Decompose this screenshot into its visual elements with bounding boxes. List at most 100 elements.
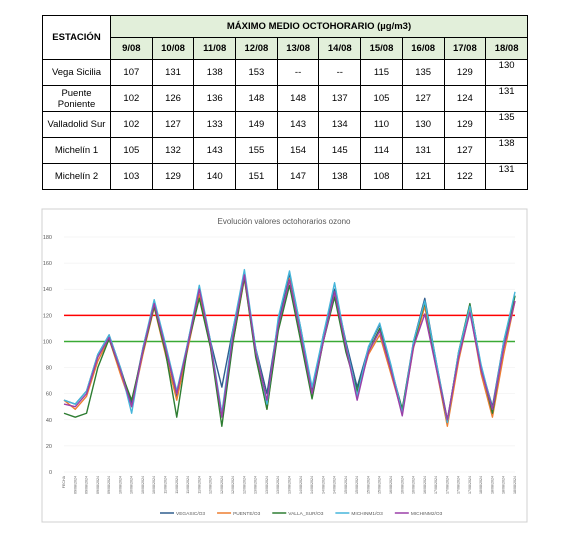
y-tick-label: 140 (43, 287, 52, 293)
legend-label: PUENTE/O3 (233, 511, 261, 517)
value-cell: 122 (443, 163, 487, 190)
legend-label: MICHINM1/O3 (351, 511, 383, 517)
y-tick-label: 40 (46, 418, 52, 424)
value-cell: 129 (443, 59, 487, 86)
table-row: Puente Poniente 102 126 136 148 148 137 105 127 1… (42, 85, 528, 112)
x-tick-label: 16/08/2024 (400, 476, 404, 494)
value-cell: 134 (318, 111, 362, 138)
table-row: Vega Sicilia 107 131 138 153 -- -- 115 135 129 130 (42, 59, 528, 86)
series-line (63, 274, 516, 421)
value-cell: 126 (151, 85, 195, 112)
x-tick-label: 10/08/2024 (141, 476, 145, 494)
x-tick-label: 13/08/2024 (254, 476, 258, 494)
x-tick-label: 09/08/2024 (85, 476, 89, 494)
value-cell: 131 (485, 163, 528, 190)
legend-label: VALLA_SUR/O3 (288, 511, 323, 517)
date-header: 17/08 (443, 37, 487, 60)
station-header: ESTACIÓN (42, 15, 111, 60)
x-tick-label: 11/08/2024 (197, 476, 201, 494)
x-tick-label: 17/08/2024 (468, 476, 472, 494)
x-tick-label: 10/08/2024 (152, 476, 156, 494)
x-tick-label: 09/08/2024 (107, 476, 111, 494)
x-tick-label: 17/08/2024 (457, 476, 461, 494)
value-cell: 138 (193, 59, 237, 86)
value-cell: 153 (235, 59, 278, 86)
x-tick-label: 12/08/2024 (220, 476, 224, 494)
value-cell: 129 (151, 163, 195, 190)
x-tick-label: 14/08/2024 (310, 476, 314, 494)
value-cell: 108 (360, 163, 403, 190)
x-tick-label: 09/08/2024 (96, 476, 100, 494)
value-cell: 155 (235, 137, 278, 164)
x-tick-label: 12/08/2024 (231, 476, 235, 494)
station-cell: Puente Poniente (42, 85, 111, 112)
x-tick-label: 12/08/2024 (242, 476, 246, 494)
date-header: 11/08 (193, 37, 237, 60)
x-tick-label: 17/08/2024 (434, 476, 438, 494)
x-tick-label: 13/08/2024 (288, 476, 292, 494)
x-tick-label: 18/08/2024 (502, 476, 506, 494)
value-cell: 131 (485, 85, 528, 112)
x-tick-label: 18/08/2024 (513, 476, 517, 494)
x-tick-label: FECHA (62, 475, 66, 488)
station-cell: Michelín 2 (42, 163, 111, 190)
x-tick-label: 14/08/2024 (333, 476, 337, 494)
date-header: 9/08 (110, 37, 153, 60)
chart-title: Evolución valores octohorarios ozono (218, 217, 352, 226)
x-tick-label: 10/08/2024 (130, 476, 134, 494)
x-tick-label: 11/08/2024 (163, 476, 167, 494)
value-cell: -- (318, 59, 362, 86)
date-header: 14/08 (318, 37, 362, 60)
x-tick-label: 16/08/2024 (389, 476, 393, 494)
value-cell: 140 (193, 163, 237, 190)
station-cell: Vega Sicilia (42, 59, 111, 86)
date-header: 16/08 (401, 37, 445, 60)
x-tick-label: 16/08/2024 (412, 476, 416, 494)
x-tick-label: 11/08/2024 (175, 476, 179, 494)
value-cell: 131 (401, 137, 445, 164)
y-tick-label: 20 (46, 444, 52, 450)
x-tick-label: 15/08/2024 (344, 476, 348, 494)
value-cell: 129 (443, 111, 487, 138)
x-tick-label: 18/08/2024 (479, 476, 483, 494)
y-tick-label: 100 (43, 339, 52, 345)
x-tick-label: 16/08/2024 (423, 476, 427, 494)
y-tick-label: 0 (49, 470, 52, 476)
table-row: Valladolid Sur 102 127 133 149 143 134 110 130 12… (42, 111, 528, 138)
y-tick-label: 120 (43, 313, 52, 319)
value-cell: 130 (485, 59, 528, 86)
value-cell: 121 (401, 163, 445, 190)
chart-frame (41, 208, 528, 523)
x-tick-label: 13/08/2024 (265, 476, 269, 494)
x-tick-label: 15/08/2024 (355, 476, 359, 494)
value-cell: 105 (110, 137, 153, 164)
y-tick-label: 60 (46, 392, 52, 398)
value-cell: 149 (235, 111, 278, 138)
x-tick-label: 17/08/2024 (445, 476, 449, 494)
x-tick-label: 15/08/2024 (378, 476, 382, 494)
value-cell: 130 (401, 111, 445, 138)
x-tick-label: 11/08/2024 (186, 476, 190, 494)
x-tick-label: 10/08/2024 (118, 476, 122, 494)
station-cell: Valladolid Sur (42, 111, 111, 138)
x-tick-label: 13/08/2024 (276, 476, 280, 494)
ozone-table: ESTACIÓN MÁXIMO MEDIO OCTOHORARIO (µg/m3… (42, 15, 528, 190)
value-cell: 138 (318, 163, 362, 190)
x-tick-label: 15/08/2024 (366, 476, 370, 494)
y-tick-label: 80 (46, 366, 52, 372)
y-tick-label: 180 (43, 235, 52, 241)
x-tick-label: 14/08/2024 (321, 476, 325, 494)
value-cell: 143 (193, 137, 237, 164)
value-cell: 147 (276, 163, 320, 190)
date-header: 13/08 (276, 37, 320, 60)
value-cell: 124 (443, 85, 487, 112)
y-tick-label: 160 (43, 261, 52, 267)
legend-label: MICHINM2/O3 (411, 511, 443, 517)
table-row: Michelín 2 103 129 140 151 147 138 108 121 122 131 (42, 163, 528, 190)
legend-label: VEGASIC/O3 (176, 511, 205, 517)
x-tick-label: 14/08/2024 (299, 476, 303, 494)
x-tick-label: 12/08/2024 (209, 476, 213, 494)
x-tick-label: 09/08/2024 (73, 476, 77, 494)
